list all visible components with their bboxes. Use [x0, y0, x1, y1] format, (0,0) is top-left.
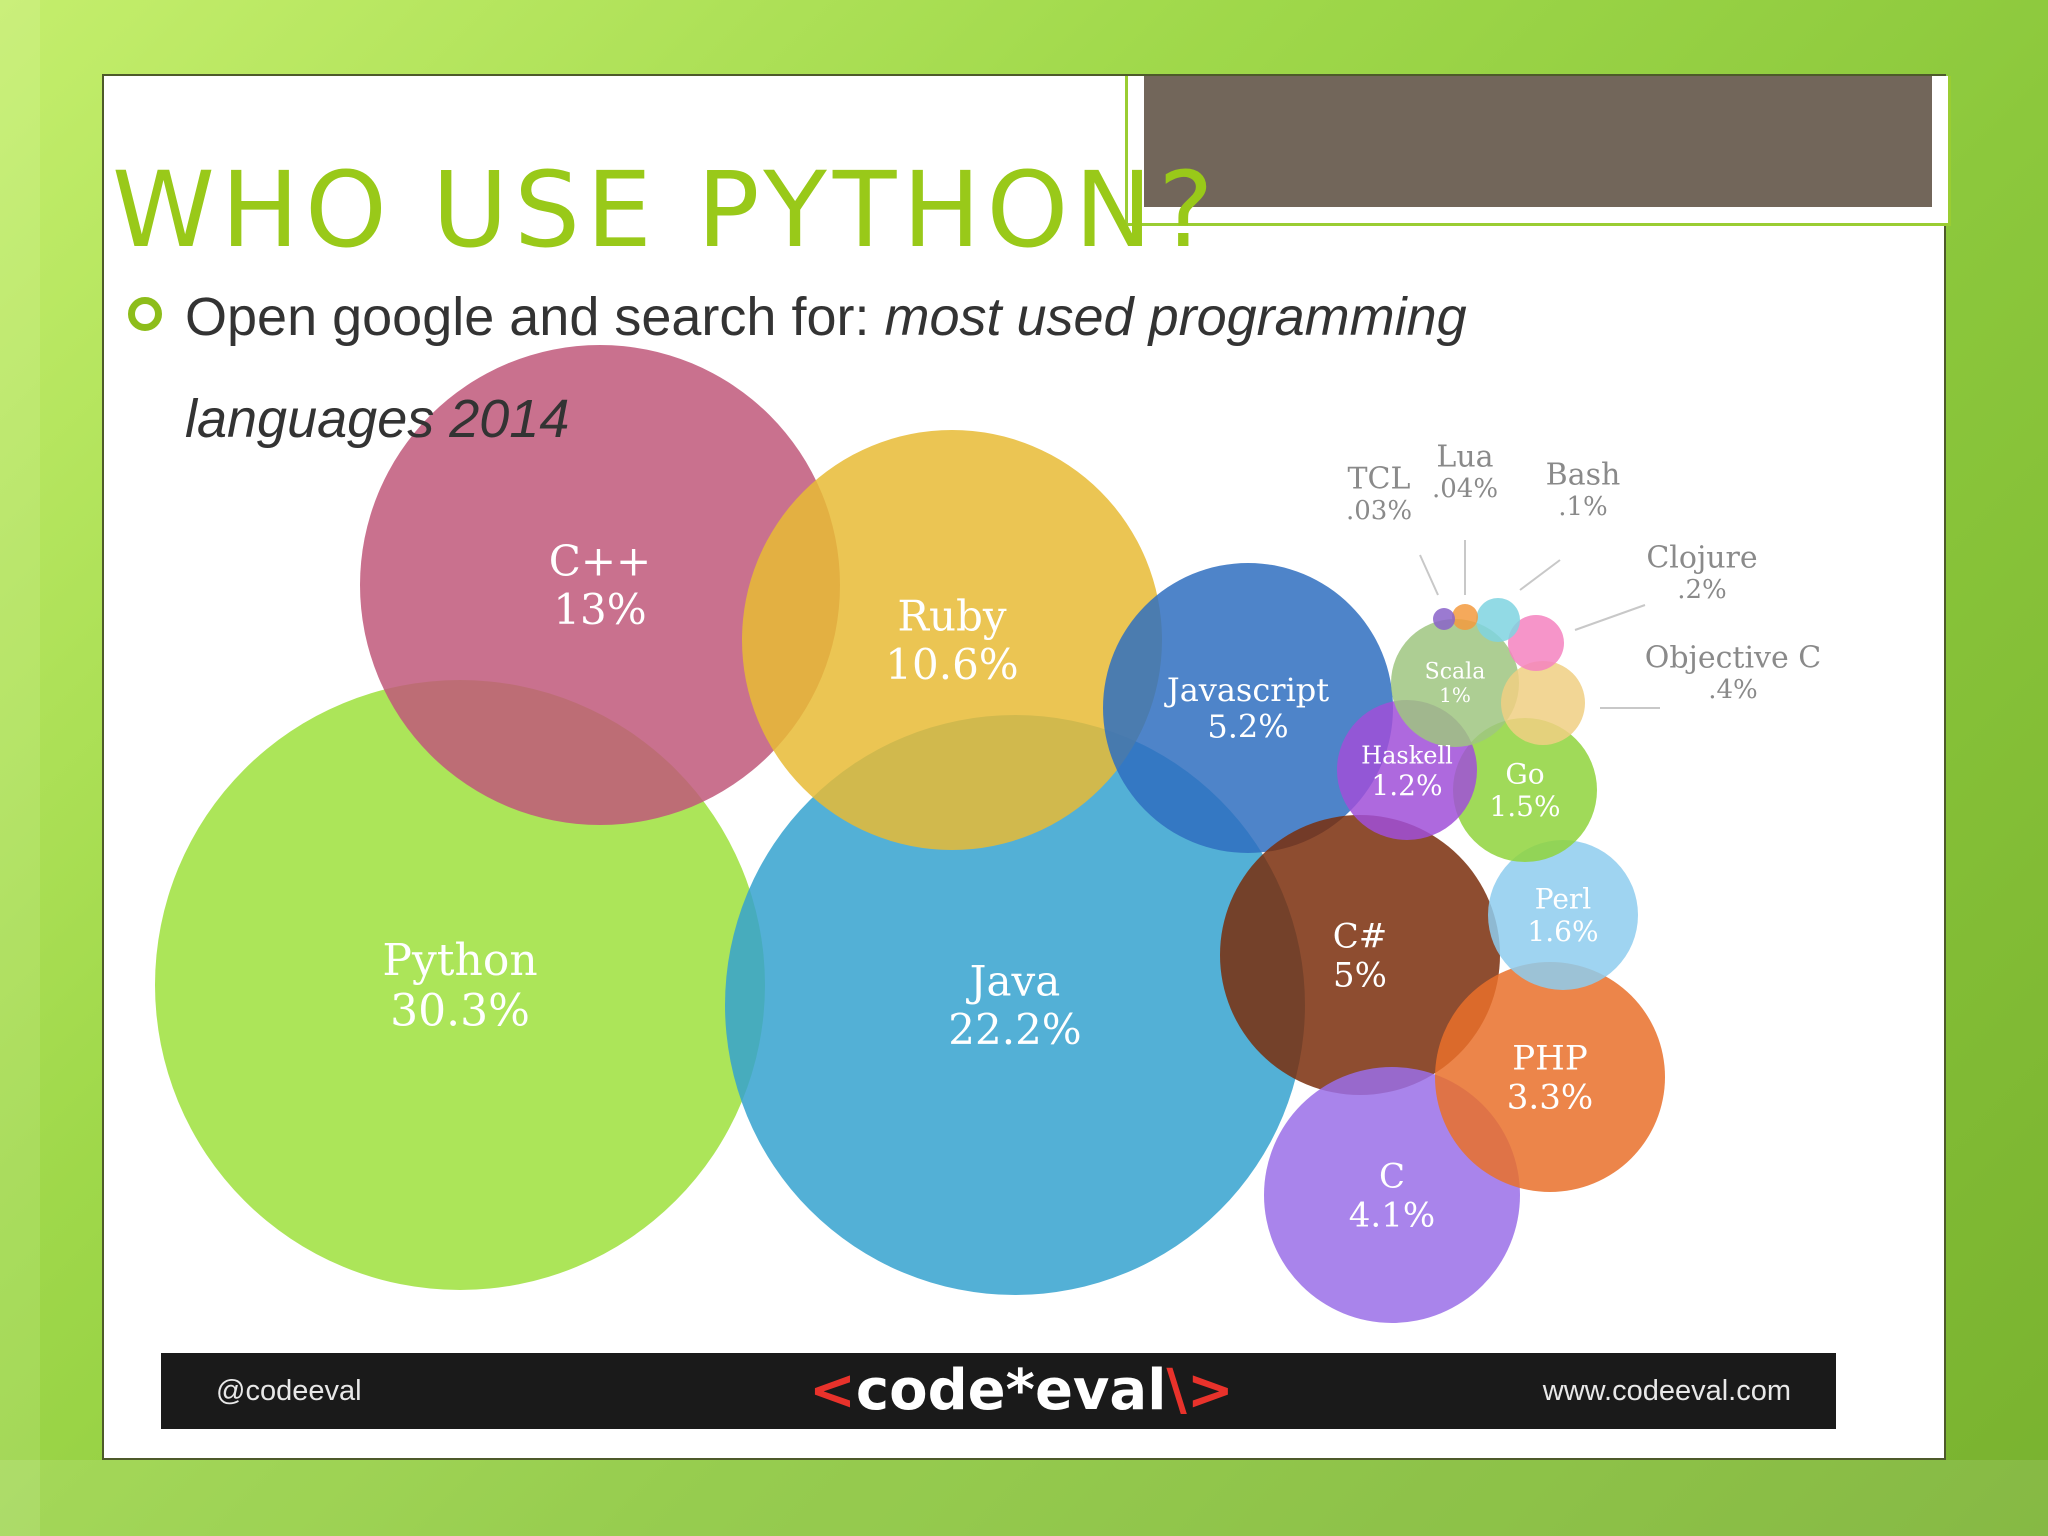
bubble-value-ruby: 10.6%: [885, 640, 1018, 689]
footer-url: www.codeeval.com: [1542, 1375, 1791, 1407]
bubble-label-php: PHP: [1512, 1038, 1587, 1078]
bubble-value-tcl: .03%: [1346, 496, 1412, 526]
bubble-label-java: Java: [966, 957, 1061, 1006]
bubble-tcl: [1433, 608, 1455, 630]
bubble-value-perl: 1.6%: [1527, 915, 1598, 948]
bubble-value-bash: .1%: [1558, 492, 1608, 522]
bubble-label-go: Go: [1505, 758, 1544, 791]
bubble-label-clojure: Clojure: [1646, 540, 1757, 575]
bubble-value-objective-c: .4%: [1708, 675, 1758, 705]
leader-line-clojure: [1574, 604, 1646, 631]
bubble-objective-c: [1501, 661, 1585, 745]
bubble-scala: [1391, 619, 1519, 747]
bubble-value-c: 4.1%: [1349, 1195, 1435, 1235]
bubble-label-scala: Scala: [1425, 660, 1486, 685]
bullet-ring-icon: [128, 297, 162, 331]
bubble-label-bash: Bash: [1546, 457, 1621, 492]
bubble-value-python: 30.3%: [390, 986, 530, 1037]
bubble-value-scala: 1%: [1439, 683, 1471, 707]
chart-footer-bar: @codeeval <code*eval\> www.codeeval.com: [161, 1353, 1836, 1429]
logo-open-bracket: <: [809, 1358, 856, 1423]
bubble-java: [725, 715, 1305, 1295]
bubble-python: [155, 680, 765, 1290]
leader-line-tcl: [1419, 554, 1439, 596]
bubble-lua: [1452, 604, 1478, 630]
bubble-value-haskell: 1.2%: [1371, 769, 1442, 802]
bubble-c-: [1220, 815, 1500, 1095]
bubble-label-javascript: Javascript: [1164, 671, 1329, 709]
bubble-label-perl: Perl: [1535, 883, 1592, 916]
bullet-text-italic: most used programming: [884, 287, 1467, 347]
bubble-bash: [1476, 598, 1520, 642]
title-placeholder-box: [1125, 76, 1951, 226]
bullet-text-line2: languages 2014: [185, 389, 570, 449]
bubble-javascript: [1103, 563, 1393, 853]
bubble-label-c: C: [1379, 1156, 1405, 1196]
bubble-value-javascript: 5.2%: [1207, 708, 1288, 746]
background-band: [0, 1460, 2048, 1536]
bubble-label-c-: C#: [1333, 916, 1388, 956]
bullet-text-line1: Open google and search for: most used pr…: [185, 290, 1467, 344]
bubble-label-ruby: Ruby: [897, 592, 1007, 641]
bubble-value-go: 1.5%: [1489, 790, 1560, 823]
leader-line-bash: [1519, 559, 1561, 591]
bubble-php: [1435, 962, 1665, 1192]
slide-title: WHO USE PYTHON?: [112, 149, 1220, 271]
logo-text: code*eval: [855, 1358, 1167, 1423]
bubble-perl: [1488, 840, 1638, 990]
bubble-value-php: 3.3%: [1507, 1077, 1593, 1117]
background-stripe: [0, 0, 40, 1536]
bubble-label-haskell: Haskell: [1361, 741, 1453, 769]
bullet-text-plain: Open google and search for:: [185, 287, 885, 347]
bubble-label-c-: C++: [549, 537, 652, 586]
bubble-ruby: [742, 430, 1162, 850]
footer-handle: @codeeval: [216, 1375, 362, 1407]
bubble-value-c-: 13%: [553, 585, 646, 634]
bubble-value-java: 22.2%: [948, 1005, 1081, 1054]
bubble-label-lua: Lua: [1436, 439, 1493, 474]
codeeval-logo: <code*eval\>: [809, 1363, 1234, 1419]
bubble-label-python: Python: [382, 935, 537, 986]
bubble-value-lua: .04%: [1432, 474, 1498, 504]
bubble-value-clojure: .2%: [1677, 575, 1727, 605]
logo-close-bracket: \>: [1166, 1358, 1234, 1423]
bubble-go: [1453, 718, 1597, 862]
bubble-c-: [360, 345, 840, 825]
bubble-label-objective-c: Objective C: [1645, 640, 1822, 675]
bubble-label-tcl: TCL: [1348, 461, 1411, 496]
bubble-value-c-: 5%: [1333, 955, 1387, 995]
title-placeholder-fill: [1144, 76, 1932, 207]
bubble-clojure: [1508, 615, 1564, 671]
